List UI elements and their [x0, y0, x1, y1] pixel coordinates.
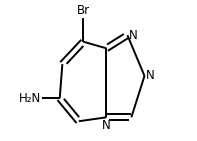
Text: N: N	[146, 69, 155, 82]
Text: N: N	[102, 119, 111, 132]
Text: H₂N: H₂N	[19, 92, 41, 105]
Text: Br: Br	[77, 4, 90, 17]
Text: N: N	[129, 29, 138, 42]
